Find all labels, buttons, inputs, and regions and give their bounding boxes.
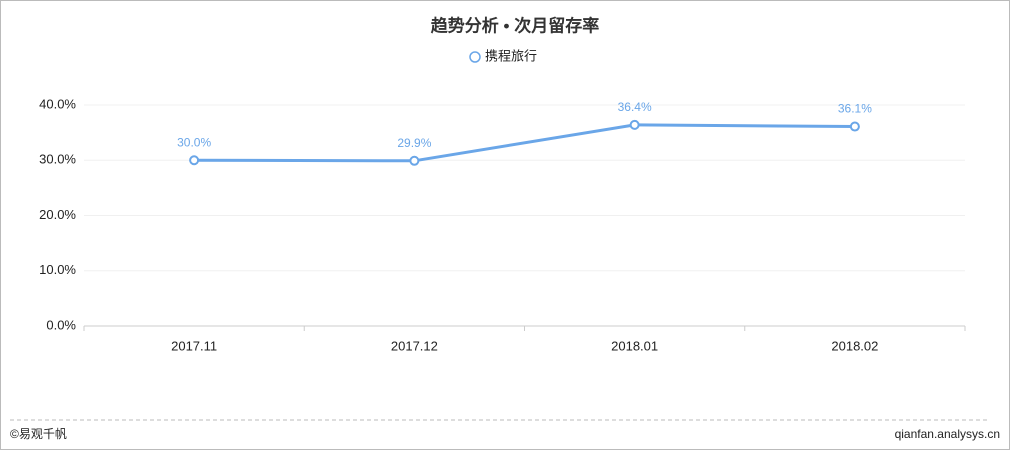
point: [409, 155, 420, 166]
y-tick-label: 0.0%: [46, 317, 76, 332]
footer-right: qianfan.analysys.cn: [895, 427, 1000, 441]
point: [189, 155, 200, 166]
point: [629, 119, 640, 130]
x-tick-label: 2017.11: [171, 338, 217, 353]
y-tick-label: 40.0%: [39, 96, 76, 111]
x-tick-label: 2017.12: [391, 338, 438, 353]
data-label: 36.4%: [618, 100, 652, 114]
legend-label: 携程旅行: [485, 48, 537, 63]
chart-title: 趋势分析 • 次月留存率: [431, 15, 599, 35]
y-tick-label: 20.0%: [39, 207, 76, 222]
legend-marker: [469, 51, 481, 63]
data-label: 30.0%: [177, 135, 211, 149]
x-tick-label: 2018.02: [831, 338, 878, 353]
y-tick-label: 30.0%: [39, 152, 76, 167]
data-label: 36.1%: [838, 102, 872, 116]
line: [194, 123, 855, 163]
point: [849, 121, 860, 132]
data-label: 29.9%: [397, 136, 431, 150]
footer-left: ©易观千帆: [10, 426, 67, 441]
x-tick-label: 2018.01: [611, 338, 658, 353]
y-tick-label: 10.0%: [39, 262, 76, 277]
